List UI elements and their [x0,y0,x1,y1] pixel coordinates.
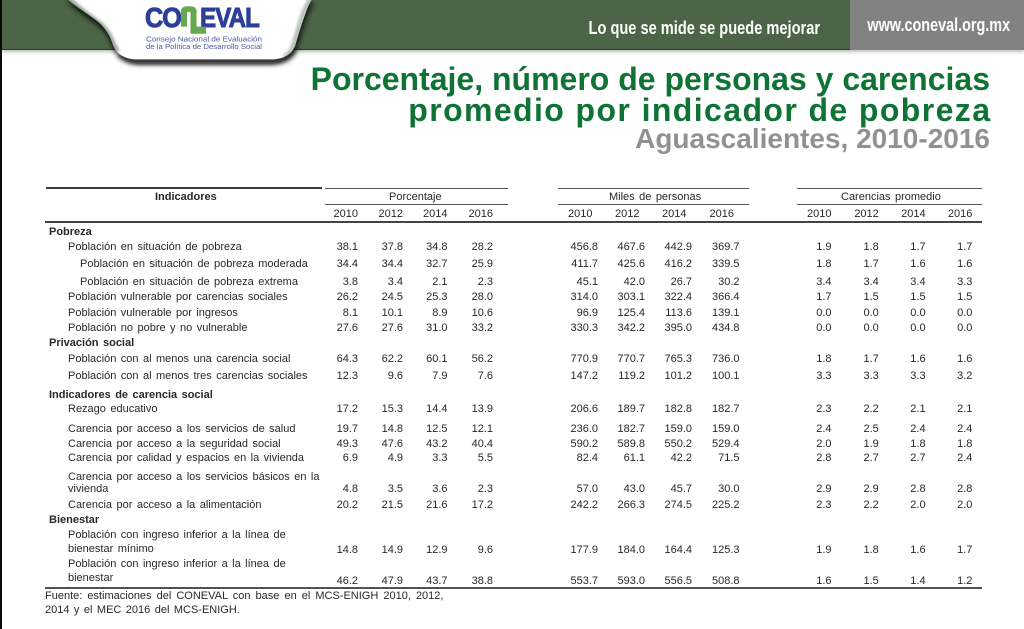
svg-text:EVAL: EVAL [200,2,259,33]
svg-text:de la Política de Desarrollo S: de la Política de Desarrollo Social [146,42,262,51]
svg-text:Consejo Nacional de Evaluación: Consejo Nacional de Evaluación [146,35,262,44]
svg-text:CO: CO [145,2,182,33]
